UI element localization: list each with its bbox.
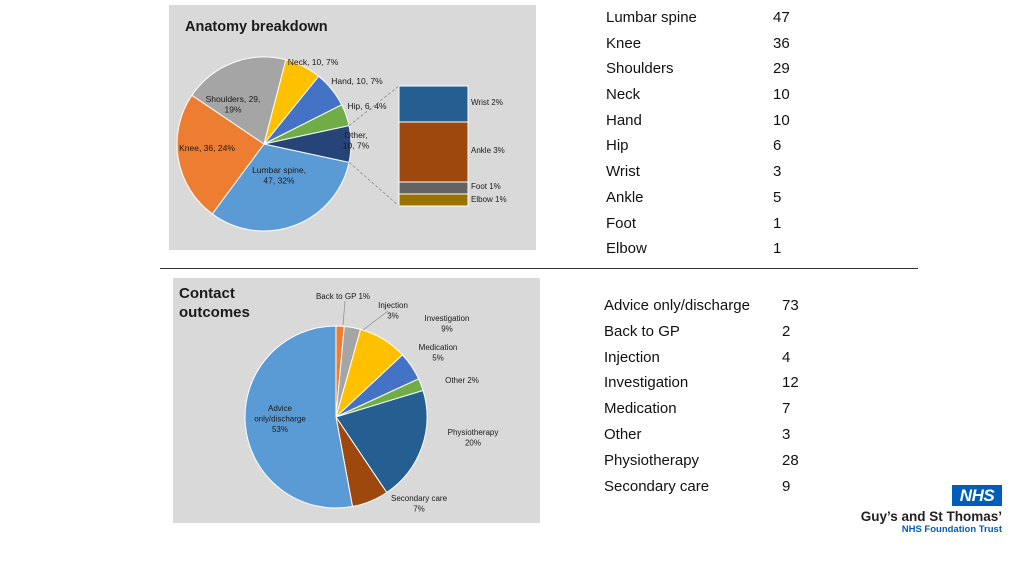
data-label-hand: Hand, 10, 7% bbox=[331, 76, 383, 86]
data-label-advice-only-discharge: Advice only/discharge 53% bbox=[254, 404, 306, 434]
data-label-neck: Neck, 10, 7% bbox=[288, 57, 339, 67]
anatomy-chart-title: Anatomy breakdown bbox=[185, 19, 328, 35]
anatomy-chart-panel: Lumbar spine, 47, 32% Knee, 36, 24% Shoulde… bbox=[169, 5, 536, 250]
bar-segment-wrist bbox=[398, 85, 469, 123]
bar-label-wrist: Wrist 2% bbox=[471, 98, 503, 107]
organisation-name: Guy’s and St Thomas’ bbox=[860, 509, 1002, 524]
table-cell-label: Elbow bbox=[606, 240, 647, 258]
table-cell-value: 5 bbox=[773, 188, 782, 206]
data-label-other: Other, 10, 7% bbox=[343, 130, 370, 151]
table-cell-value: 1 bbox=[773, 214, 782, 232]
data-label-hip: Hip, 6, 4% bbox=[347, 101, 387, 111]
connector-line-top bbox=[348, 85, 400, 126]
nhs-logo-badge: NHS bbox=[952, 485, 1002, 506]
bar-segment-ankle bbox=[398, 121, 469, 183]
outcomes-pie-chart: Back to GP 1% Injection 3% Investigation 9% M… bbox=[244, 292, 499, 514]
pie-slice-physiotherapy bbox=[335, 389, 428, 494]
bar-label-foot: Foot 1% bbox=[471, 182, 501, 191]
table-cell-label: Physiotherapy bbox=[604, 451, 700, 469]
section-divider bbox=[160, 268, 918, 269]
table-cell-value: 9 bbox=[782, 477, 791, 495]
table-cell-value: 36 bbox=[773, 34, 790, 52]
data-label-back-to-gp: Back to GP 1% bbox=[316, 292, 370, 301]
table-cell-value: 6 bbox=[773, 137, 782, 155]
table-cell-value: 3 bbox=[773, 163, 782, 181]
table-cell-value: 3 bbox=[782, 425, 791, 443]
outcomes-chart-title-line2: outcomes bbox=[179, 304, 250, 321]
table-cell-label: Wrist bbox=[606, 163, 640, 181]
data-label-shoulders: Shoulders, 29, 19% bbox=[206, 94, 261, 115]
pie-slice-shoulders bbox=[191, 56, 287, 145]
leader-line-injection bbox=[362, 310, 389, 331]
data-label-knee: Knee, 36, 24% bbox=[179, 143, 235, 153]
table-cell-label: Foot bbox=[606, 214, 637, 232]
data-label-physiotherapy: Physiotherapy 20% bbox=[448, 428, 499, 448]
table-cell-label: Advice only/discharge bbox=[604, 297, 750, 314]
pie-slice-other bbox=[263, 125, 352, 163]
table-cell-value: 47 bbox=[773, 9, 790, 26]
bar-segment-foot bbox=[398, 181, 469, 195]
data-label-lumbar-spine: Lumbar spine, 47, 32% bbox=[252, 165, 306, 186]
table-cell-value: 73 bbox=[782, 297, 799, 314]
table-cell-value: 4 bbox=[782, 348, 791, 366]
data-label-injection: Injection 3% bbox=[378, 301, 408, 321]
table-cell-value: 12 bbox=[782, 374, 799, 392]
table-cell-label: Other bbox=[604, 425, 642, 443]
organisation-subtitle: NHS Foundation Trust bbox=[901, 524, 1002, 535]
table-cell-label: Hip bbox=[606, 137, 629, 155]
table-cell-value: 10 bbox=[773, 111, 790, 129]
data-label-secondary-care: Secondary care 7% bbox=[391, 494, 448, 514]
outcomes-chart-title-line1: Contact bbox=[179, 285, 235, 302]
table-cell-label: Knee bbox=[606, 34, 642, 52]
table-cell-label: Back to GP bbox=[604, 322, 680, 340]
table-cell-label: Injection bbox=[604, 348, 660, 366]
table-cell-value: 1 bbox=[773, 240, 782, 258]
table-cell-value: 2 bbox=[782, 322, 791, 340]
table-cell-label: Hand bbox=[606, 111, 642, 129]
bar-label-ankle: Ankle 3% bbox=[471, 146, 505, 155]
data-label-investigation: Investigation 9% bbox=[425, 314, 470, 334]
table-cell-label: Ankle bbox=[606, 188, 644, 206]
table-cell-label: Neck bbox=[606, 86, 641, 104]
data-label-medication: Medication 5% bbox=[419, 343, 458, 363]
connector-line-bottom bbox=[348, 162, 400, 207]
table-cell-value: 28 bbox=[782, 451, 799, 469]
pie-slice-advice-only-discharge bbox=[244, 325, 354, 509]
data-label-other: Other 2% bbox=[445, 376, 479, 385]
anatomy-pie-chart: Lumbar spine, 47, 32% Knee, 36, 24% Shoulde… bbox=[176, 56, 507, 232]
bar-label-elbow: Elbow 1% bbox=[471, 195, 507, 204]
table-cell-label: Shoulders bbox=[606, 60, 674, 78]
table-cell-value: 7 bbox=[782, 400, 791, 418]
pie-slice-lumbar-spine bbox=[211, 143, 350, 232]
leader-line-back-to-gp bbox=[342, 300, 346, 326]
table-cell-label: Secondary care bbox=[604, 477, 710, 495]
bar-segment-elbow bbox=[398, 193, 469, 207]
table-cell-value: 10 bbox=[773, 86, 790, 104]
table-cell-label: Medication bbox=[604, 400, 677, 418]
table-cell-label: Lumbar spine bbox=[606, 9, 697, 26]
table-cell-value: 29 bbox=[773, 60, 790, 78]
table-cell-label: Investigation bbox=[604, 374, 689, 392]
pie-slice-knee bbox=[176, 94, 265, 215]
outcomes-chart-panel: Back to GP 1% Injection 3% Investigation 9% M… bbox=[173, 278, 540, 523]
